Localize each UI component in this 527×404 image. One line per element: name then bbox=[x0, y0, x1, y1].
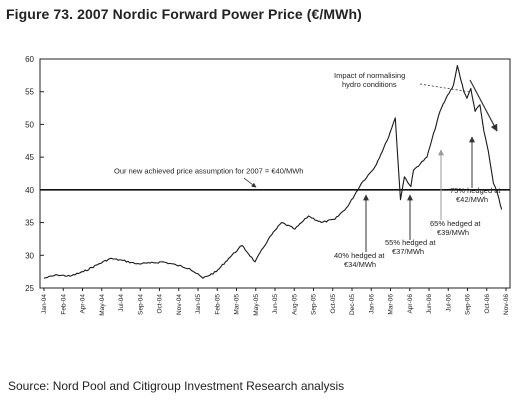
x-tick-label: Oct-06 bbox=[484, 294, 491, 314]
series-group bbox=[43, 64, 503, 279]
x-tick-label: Apr-04 bbox=[80, 294, 87, 314]
x-tick-label: Dec-05 bbox=[349, 294, 356, 315]
x-tick-label: Mar-05 bbox=[234, 294, 241, 315]
annotation-hedge-75-line2: €42/MWh bbox=[456, 195, 488, 204]
y-axis: 25 30 35 40 45 50 55 60 bbox=[25, 55, 44, 293]
price-series-line bbox=[43, 64, 503, 279]
x-tick-label: Sep-04 bbox=[137, 294, 144, 315]
annotation-hedge-55-line1: 55% hedged at bbox=[385, 238, 436, 247]
annotation-hedge-40-line1: 40% hedged at bbox=[334, 251, 385, 260]
y-tick-label: 25 bbox=[25, 284, 34, 293]
y-tick-label: 45 bbox=[25, 153, 34, 162]
y-tick-label: 55 bbox=[25, 88, 34, 97]
x-tick-label: Nov-04 bbox=[176, 294, 183, 315]
x-tick-label: Jan-05 bbox=[195, 294, 202, 314]
hydro-trend-arrow bbox=[469, 79, 498, 132]
reference-line-label: Our new achieved price assumption for 20… bbox=[114, 167, 303, 176]
reference-pointer-arrow bbox=[243, 177, 257, 188]
y-tick-label: 30 bbox=[25, 251, 34, 260]
x-tick-label: May-04 bbox=[99, 294, 106, 316]
figure-source: Source: Nord Pool and Citigroup Investme… bbox=[8, 379, 345, 393]
x-tick-label: Feb-04 bbox=[60, 294, 67, 315]
y-tick-label: 50 bbox=[25, 120, 34, 129]
hydro-dotted-pointer bbox=[419, 83, 471, 93]
annotation-hydro-line1: Impact of normalising bbox=[334, 71, 405, 80]
y-tick-label: 40 bbox=[25, 186, 34, 195]
x-tick-label: Jan-04 bbox=[41, 294, 48, 314]
annotation-hedge-65-line2: €39/MWh bbox=[437, 228, 469, 237]
x-tick-label: Feb-05 bbox=[214, 294, 221, 315]
x-tick-label: Apr-06 bbox=[407, 294, 414, 314]
x-tick-label: Aug-05 bbox=[291, 294, 298, 315]
figure-title: Figure 73. 2007 Nordic Forward Power Pri… bbox=[6, 6, 362, 22]
annotation-hedge-55-line2: €37/MWh bbox=[392, 247, 424, 256]
x-tick-label: Sep-06 bbox=[465, 294, 472, 315]
x-axis: Jan-04 Feb-04 Apr-04 May-04 Jul-04 Sep-04 Oct-… bbox=[41, 288, 510, 316]
annotation-hydro-line2: hydro conditions bbox=[342, 80, 397, 89]
x-tick-label: Oct-04 bbox=[157, 294, 164, 314]
x-tick-label: Jul-06 bbox=[445, 294, 452, 312]
reference-line-group: Our new achieved price assumption for 20… bbox=[40, 167, 510, 191]
x-tick-label: Jun-06 bbox=[426, 294, 433, 314]
y-tick-label: 35 bbox=[25, 219, 34, 228]
y-tick-label: 60 bbox=[25, 55, 34, 64]
annotation-hedge-40-line2: €34/MWh bbox=[344, 260, 376, 269]
x-tick-label: Oct-05 bbox=[330, 294, 337, 314]
x-tick-label: Mar-06 bbox=[388, 294, 395, 315]
x-tick-label: Jun-05 bbox=[272, 294, 279, 314]
annotation-hedge-65-line1: 65% hedged at bbox=[430, 219, 481, 228]
x-tick-label: Jul-04 bbox=[118, 294, 125, 312]
x-tick-label: May-05 bbox=[253, 294, 260, 316]
annotation-hedge-75-line1: 75% hedged at bbox=[450, 186, 501, 195]
x-tick-label: Jan-06 bbox=[368, 294, 375, 314]
x-tick-label: Sep-05 bbox=[311, 294, 318, 315]
x-tick-label: Nov-06 bbox=[503, 294, 510, 315]
